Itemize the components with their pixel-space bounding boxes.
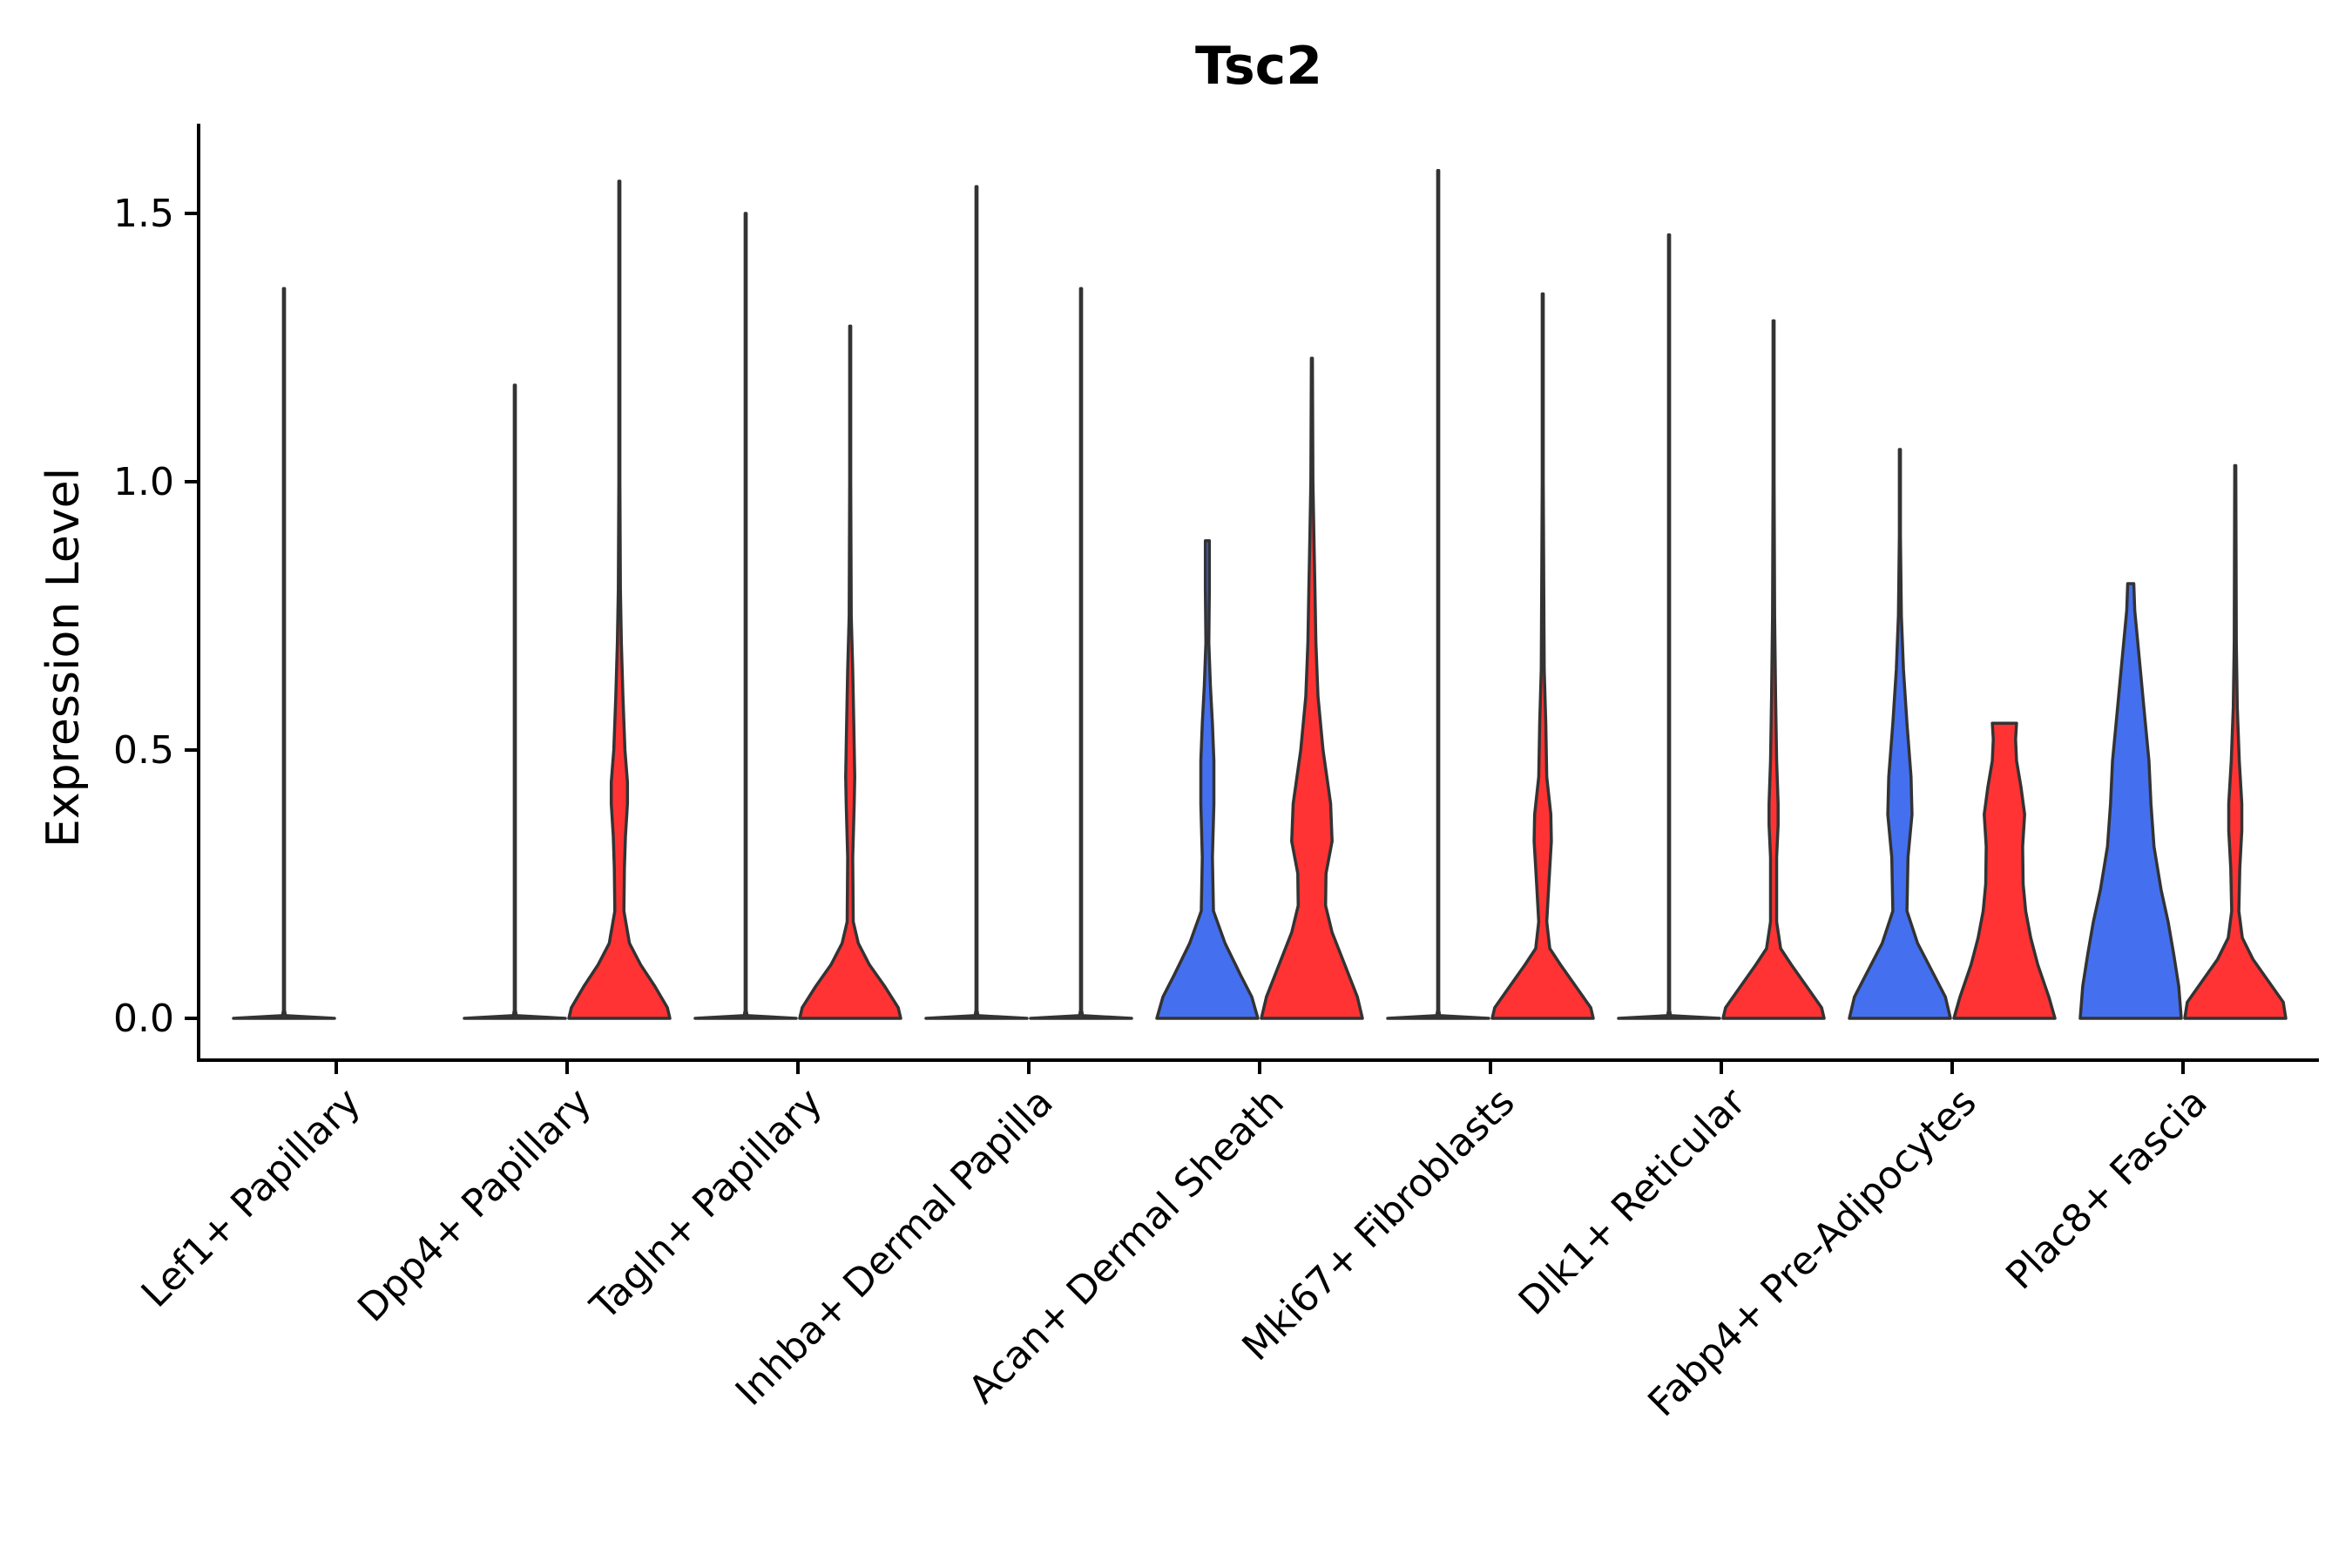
y-tick-label: 0.5	[113, 728, 174, 773]
x-tick-label: Plac8+ Fascia	[1997, 1080, 2216, 1299]
y-tick-label: 0.0	[113, 997, 174, 1041]
violin-b	[1721, 319, 1826, 1020]
violin-a	[1617, 233, 1721, 1020]
y-axis-label: Expression Level	[37, 468, 90, 848]
violin-b	[1260, 356, 1364, 1020]
violin-a	[924, 185, 1029, 1020]
violin-b	[798, 324, 902, 1020]
violin-a	[693, 212, 798, 1020]
violin-a	[2078, 582, 2183, 1020]
x-tick-label: Lef1+ Papillary	[133, 1080, 369, 1316]
violin-b	[2183, 463, 2288, 1020]
y-axis-ticks: 0.0 0.5 1.0 1.5	[113, 192, 199, 1041]
violin-b	[567, 179, 672, 1020]
violin-b	[1029, 287, 1133, 1020]
violin-layer	[232, 168, 2288, 1020]
violin-a	[1848, 448, 1952, 1020]
violin-b	[1490, 292, 1595, 1020]
violin-b	[1952, 721, 2057, 1020]
x-tick-label: Dpp4+ Papillary	[349, 1080, 600, 1331]
violin-a	[232, 287, 336, 1020]
y-tick-label: 1.0	[113, 460, 174, 504]
violin-a	[463, 383, 567, 1020]
violin-a	[1386, 168, 1490, 1020]
x-tick-label: Dlk1+ Reticular	[1511, 1079, 1755, 1324]
x-tick-label: Tagln+ Papillary	[582, 1080, 831, 1329]
y-tick-label: 1.5	[113, 192, 174, 236]
violin-a	[1155, 539, 1260, 1020]
chart-title: Tsc2	[1195, 36, 1322, 97]
